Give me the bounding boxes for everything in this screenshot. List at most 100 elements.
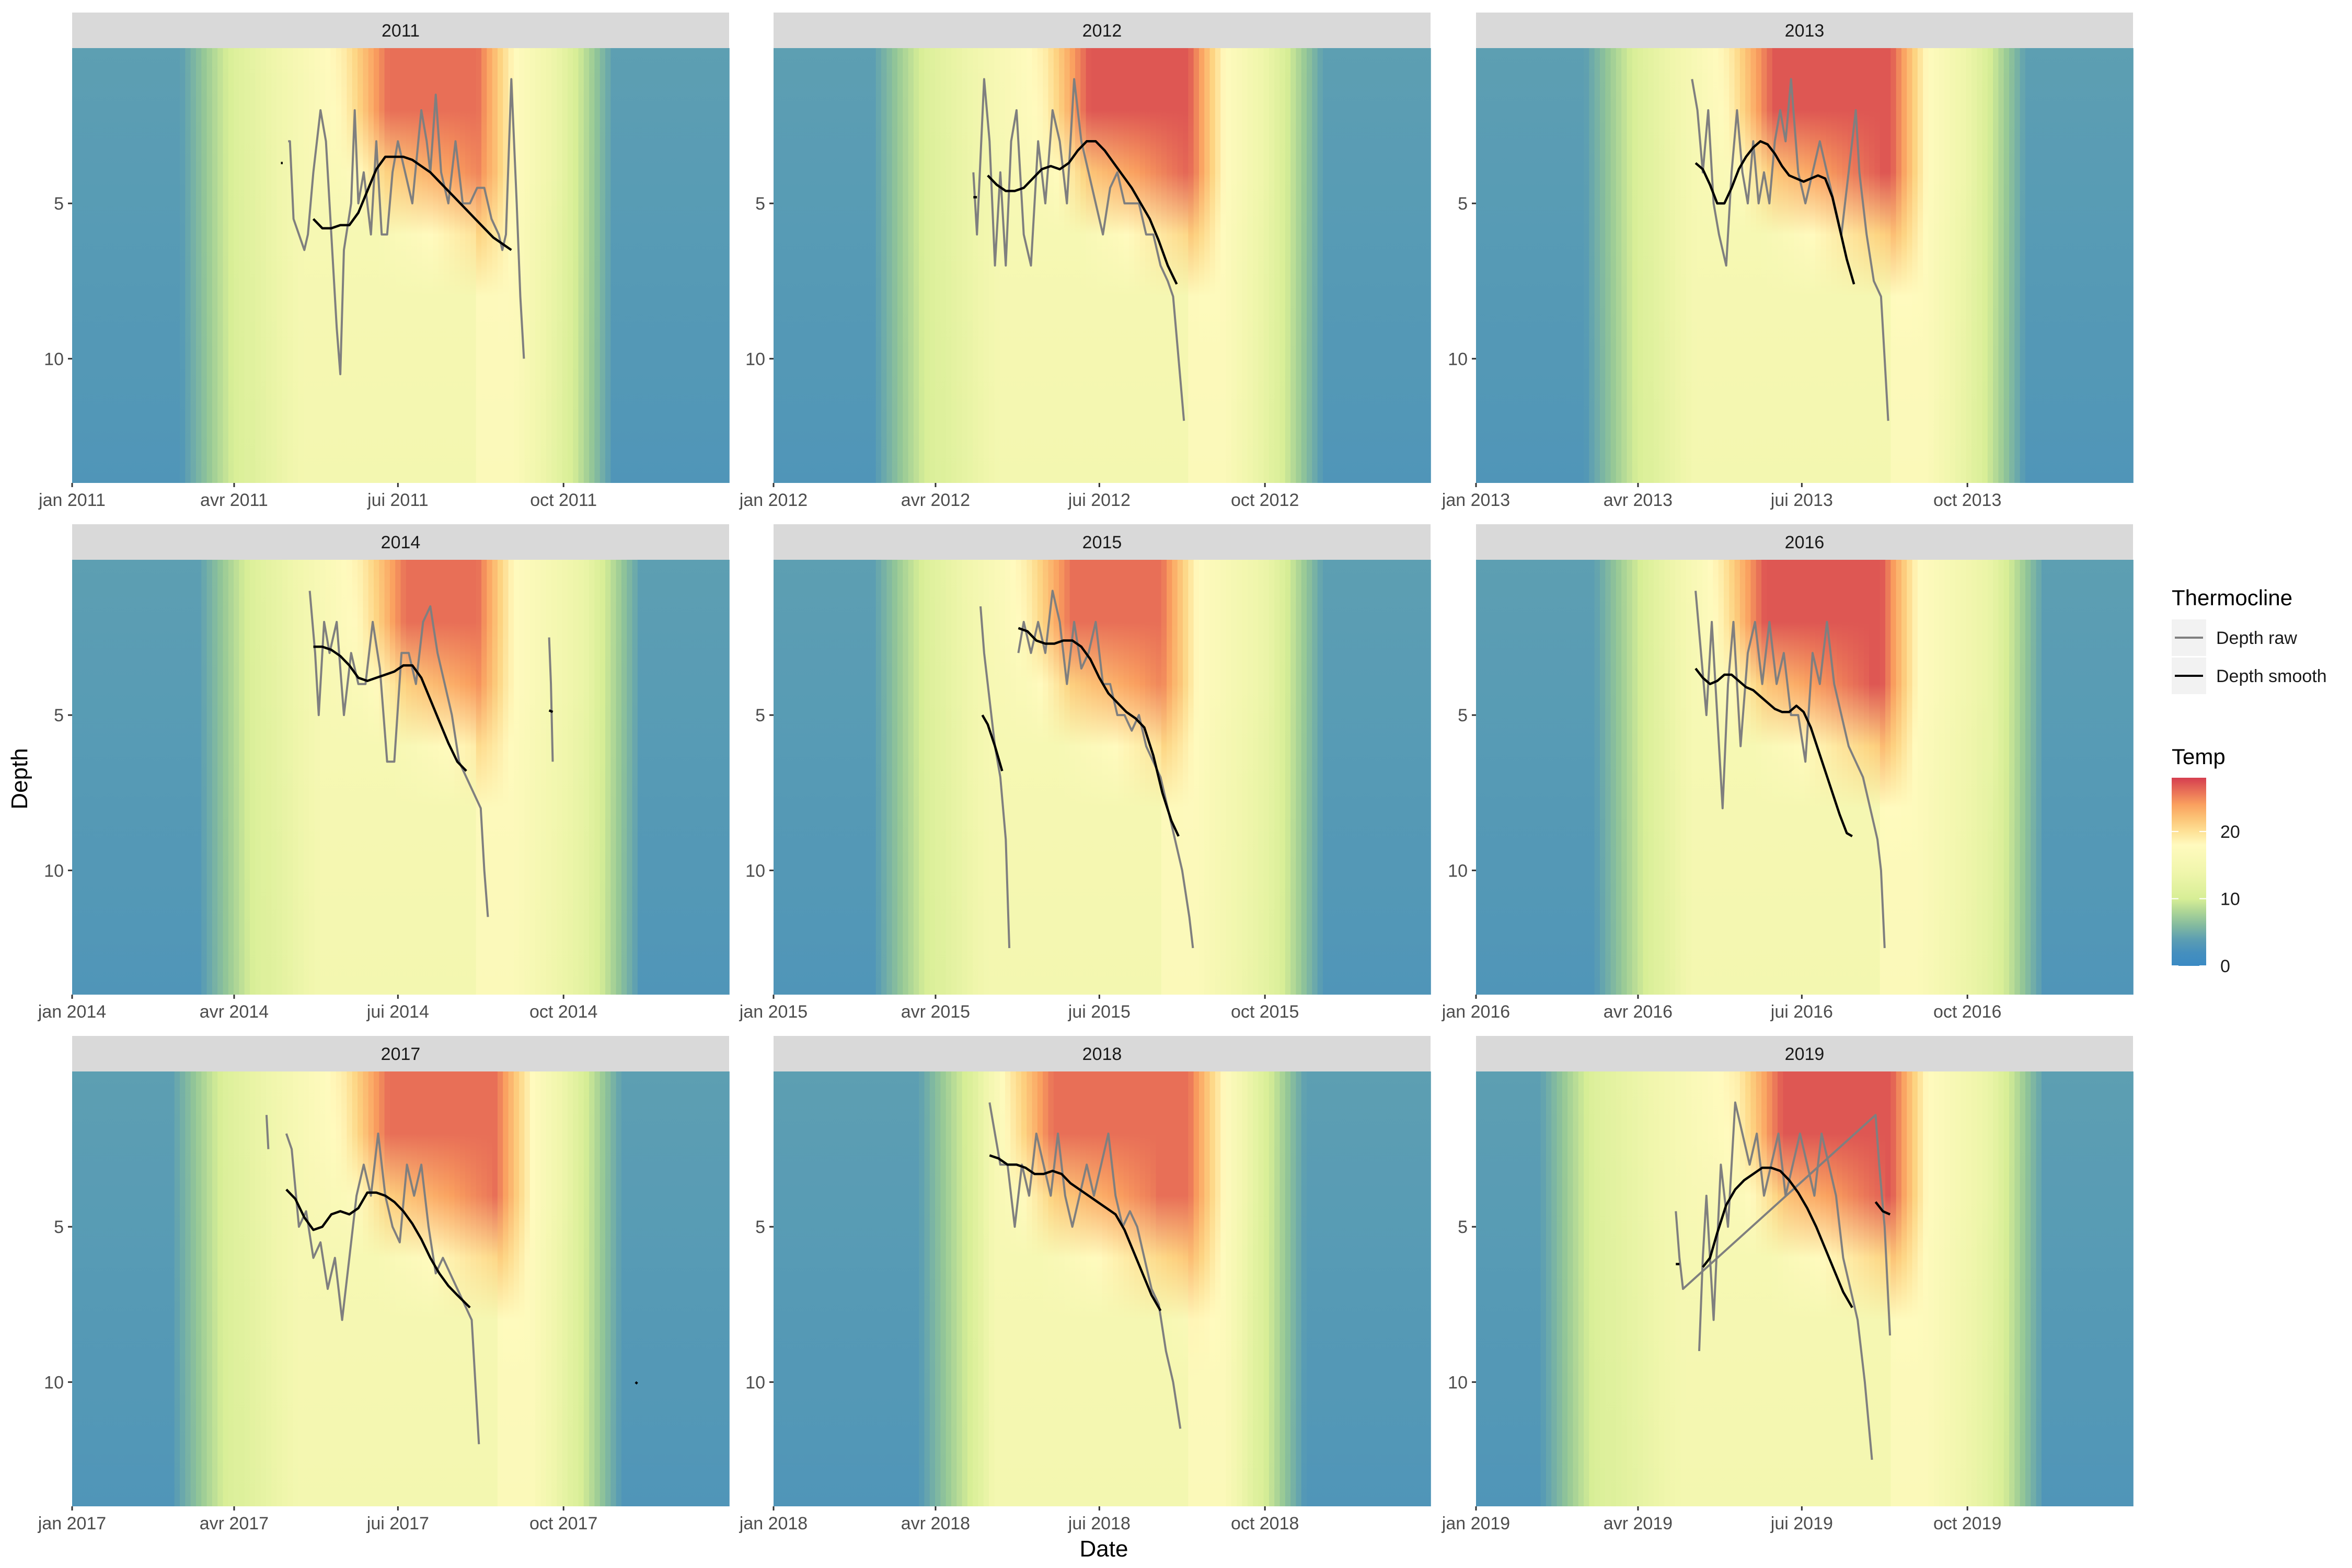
heat-column (379, 560, 385, 995)
heat-column (1599, 560, 1606, 995)
heat-column (158, 1071, 164, 1506)
heat-column (1987, 1071, 1993, 1506)
heat-column (1361, 560, 1367, 995)
heat-column (1557, 1071, 1563, 1506)
heat-column (1361, 48, 1367, 483)
heat-column (1939, 48, 1945, 483)
heat-column (2057, 560, 2063, 995)
x-tick-label: jan 2016 (1442, 1002, 1510, 1022)
heat-column (573, 1071, 579, 1506)
heat-column (1530, 560, 1536, 995)
heat-column (849, 48, 855, 483)
heat-column (465, 48, 471, 483)
heat-column (605, 560, 612, 995)
heat-column (707, 560, 713, 995)
heat-column (1890, 1071, 1897, 1506)
y-tick-label: 10 (1448, 1373, 1468, 1392)
heat-column (670, 48, 676, 483)
heat-column (180, 560, 186, 995)
facet-panel: 2012 5 10 jan 2012 avr 2012 jui 2012 oct 2012 (739, 13, 1431, 510)
heat-column (433, 1071, 439, 1506)
heat-column (1059, 560, 1065, 995)
depth-raw-line (288, 78, 525, 375)
heat-column (713, 48, 719, 483)
facet-panel: 2019 5 10 jan 2019 avr 2019 jui 2019 oct 2019 (1442, 1036, 2134, 1534)
heat-column (551, 1071, 558, 1506)
heat-column (2057, 48, 2063, 483)
heat-column (384, 48, 390, 483)
heat-column (304, 1071, 310, 1506)
heat-column (1998, 560, 2004, 995)
heat-column (1183, 48, 1189, 483)
heat-column (1708, 560, 1714, 995)
heat-column (169, 48, 175, 483)
heat-column (1161, 1071, 1167, 1506)
heat-column (1837, 560, 1843, 995)
heat-column (892, 1071, 898, 1506)
heat-column (1113, 48, 1119, 483)
heat-column (1616, 1071, 1622, 1506)
heat-column (989, 48, 995, 483)
heat-column (892, 48, 898, 483)
heat-column (1654, 560, 1660, 995)
heat-column (217, 48, 224, 483)
heat-column (1167, 560, 1173, 995)
heat-column (621, 1071, 628, 1506)
heat-column (822, 560, 828, 995)
heat-column (115, 1071, 121, 1506)
heat-column (637, 560, 643, 995)
heat-column (1928, 48, 1934, 483)
y-tick-label: 5 (1458, 194, 1468, 214)
x-tick-label: jui 2011 (367, 490, 429, 510)
heat-column (1831, 48, 1838, 483)
heat-column (1815, 48, 1821, 483)
heat-column (1885, 48, 1892, 483)
heat-column (1772, 48, 1778, 483)
heat-column (271, 1071, 278, 1506)
heat-column (72, 560, 78, 995)
heat-column (1874, 560, 1881, 995)
heat-column (1745, 1071, 1751, 1506)
heat-column (664, 1071, 671, 1506)
heat-column (1686, 48, 1692, 483)
heat-column (702, 48, 708, 483)
heat-column (1702, 1071, 1708, 1506)
heat-column (2111, 1071, 2117, 1506)
heat-column (1161, 560, 1167, 995)
facet-strip-label: 2011 (382, 21, 420, 41)
heat-column (774, 1071, 780, 1506)
heat-column (373, 560, 380, 995)
heat-column (875, 560, 882, 995)
heat-column (859, 1071, 866, 1506)
heat-column (255, 48, 261, 483)
heat-column (2036, 560, 2042, 995)
heat-column (1605, 48, 1611, 483)
heat-column (718, 48, 724, 483)
heat-column (881, 48, 887, 483)
heat-column (1409, 560, 1415, 995)
heat-column (1896, 560, 1902, 995)
heat-column (1648, 48, 1654, 483)
heat-column (1826, 560, 1832, 995)
y-tick-label: 10 (1448, 861, 1468, 881)
heat-column (443, 1071, 450, 1506)
heat-column (1874, 48, 1881, 483)
heat-column (567, 1071, 573, 1506)
facet-panel: 2017 5 10 jan 2017 avr 2017 jui 2017 oct 2017 (38, 1036, 730, 1534)
heat-column (557, 560, 563, 995)
heat-column (1508, 560, 1514, 995)
heat-column (691, 560, 697, 995)
heat-column (1032, 48, 1038, 483)
heat-column (395, 1071, 401, 1506)
heat-column (1820, 48, 1827, 483)
heat-column (1734, 560, 1740, 995)
heat-column (1048, 1071, 1054, 1506)
depth-smooth-line-segment (548, 709, 554, 713)
heat-column (443, 560, 450, 995)
heat-column (1573, 560, 1579, 995)
heat-column (573, 560, 579, 995)
heat-column (1772, 560, 1778, 995)
heat-column (1231, 560, 1237, 995)
x-tick-label: jui 2012 (1068, 490, 1131, 510)
heat-column (1654, 48, 1660, 483)
